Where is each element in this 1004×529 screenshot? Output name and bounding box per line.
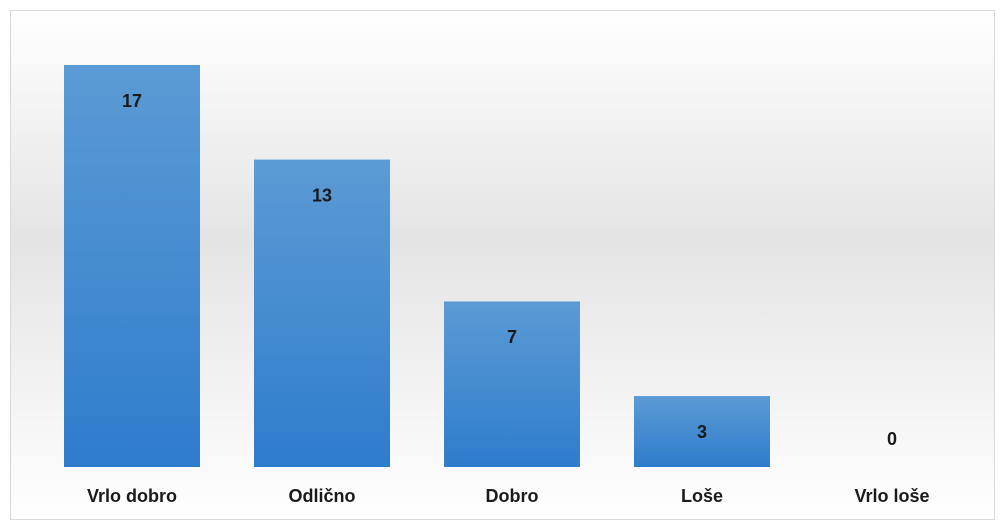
data-label: 7 — [507, 327, 517, 347]
bar — [64, 65, 200, 467]
data-label: 0 — [887, 429, 897, 449]
bar — [634, 396, 770, 467]
x-tick-label: Odlično — [289, 486, 356, 506]
x-tick-label: Loše — [681, 486, 723, 506]
bar — [444, 301, 580, 467]
data-label: 13 — [312, 185, 332, 205]
x-tick-label: Vrlo loše — [854, 486, 929, 506]
bar — [254, 159, 390, 467]
x-tick-label: Vrlo dobro — [87, 486, 177, 506]
x-tick-label: Dobro — [486, 486, 539, 506]
data-label: 17 — [122, 91, 142, 111]
data-label: 3 — [697, 422, 707, 442]
